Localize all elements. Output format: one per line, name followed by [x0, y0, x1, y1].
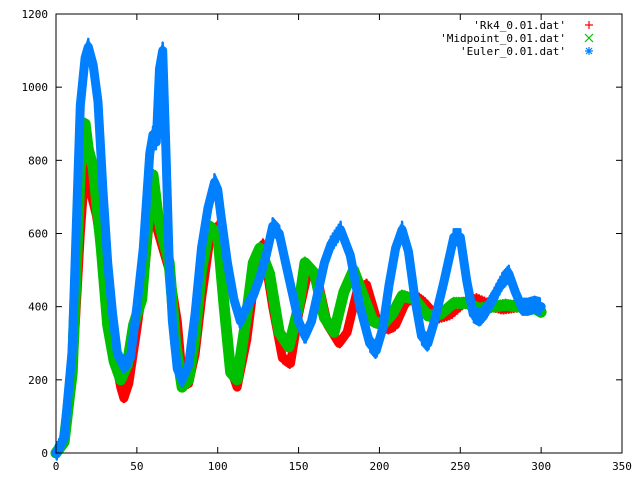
- x-tick-label: 100: [208, 460, 228, 473]
- legend-label: 'Midpoint_0.01.dat': [440, 32, 566, 45]
- x-marker-icon: [584, 33, 594, 43]
- tick-layer: 0 50 100 150 200 250 300 350 0 200 400 600 800 1000 12…: [22, 8, 632, 473]
- x-tick-label: 0: [53, 460, 60, 473]
- y-tick-label: 800: [28, 154, 48, 167]
- x-tick-label: 50: [130, 460, 143, 473]
- series-2: [51, 37, 546, 461]
- x-tick-label: 300: [531, 460, 551, 473]
- x-tick-label: 350: [612, 460, 632, 473]
- star-marker-icon: [585, 47, 593, 55]
- x-tick-label: 150: [289, 460, 309, 473]
- x-tick-label: 200: [369, 460, 389, 473]
- y-tick-label: 600: [28, 228, 48, 241]
- plus-marker-icon: [585, 21, 593, 29]
- legend-label: 'Rk4_0.01.dat': [473, 19, 566, 32]
- y-tick-label: 200: [28, 374, 48, 387]
- legend-label: 'Euler_0.01.dat': [460, 45, 566, 58]
- series-layer: [50, 37, 547, 461]
- x-tick-label: 250: [450, 460, 470, 473]
- legend: 'Rk4_0.01.dat''Midpoint_0.01.dat''Euler_…: [440, 19, 594, 58]
- y-tick-label: 400: [28, 301, 48, 314]
- y-tick-label: 0: [41, 447, 48, 460]
- series-points: [54, 117, 542, 459]
- y-tick-label: 1200: [22, 8, 49, 21]
- y-tick-label: 1000: [22, 81, 49, 94]
- series-points: [54, 37, 542, 461]
- series-1: [50, 117, 547, 459]
